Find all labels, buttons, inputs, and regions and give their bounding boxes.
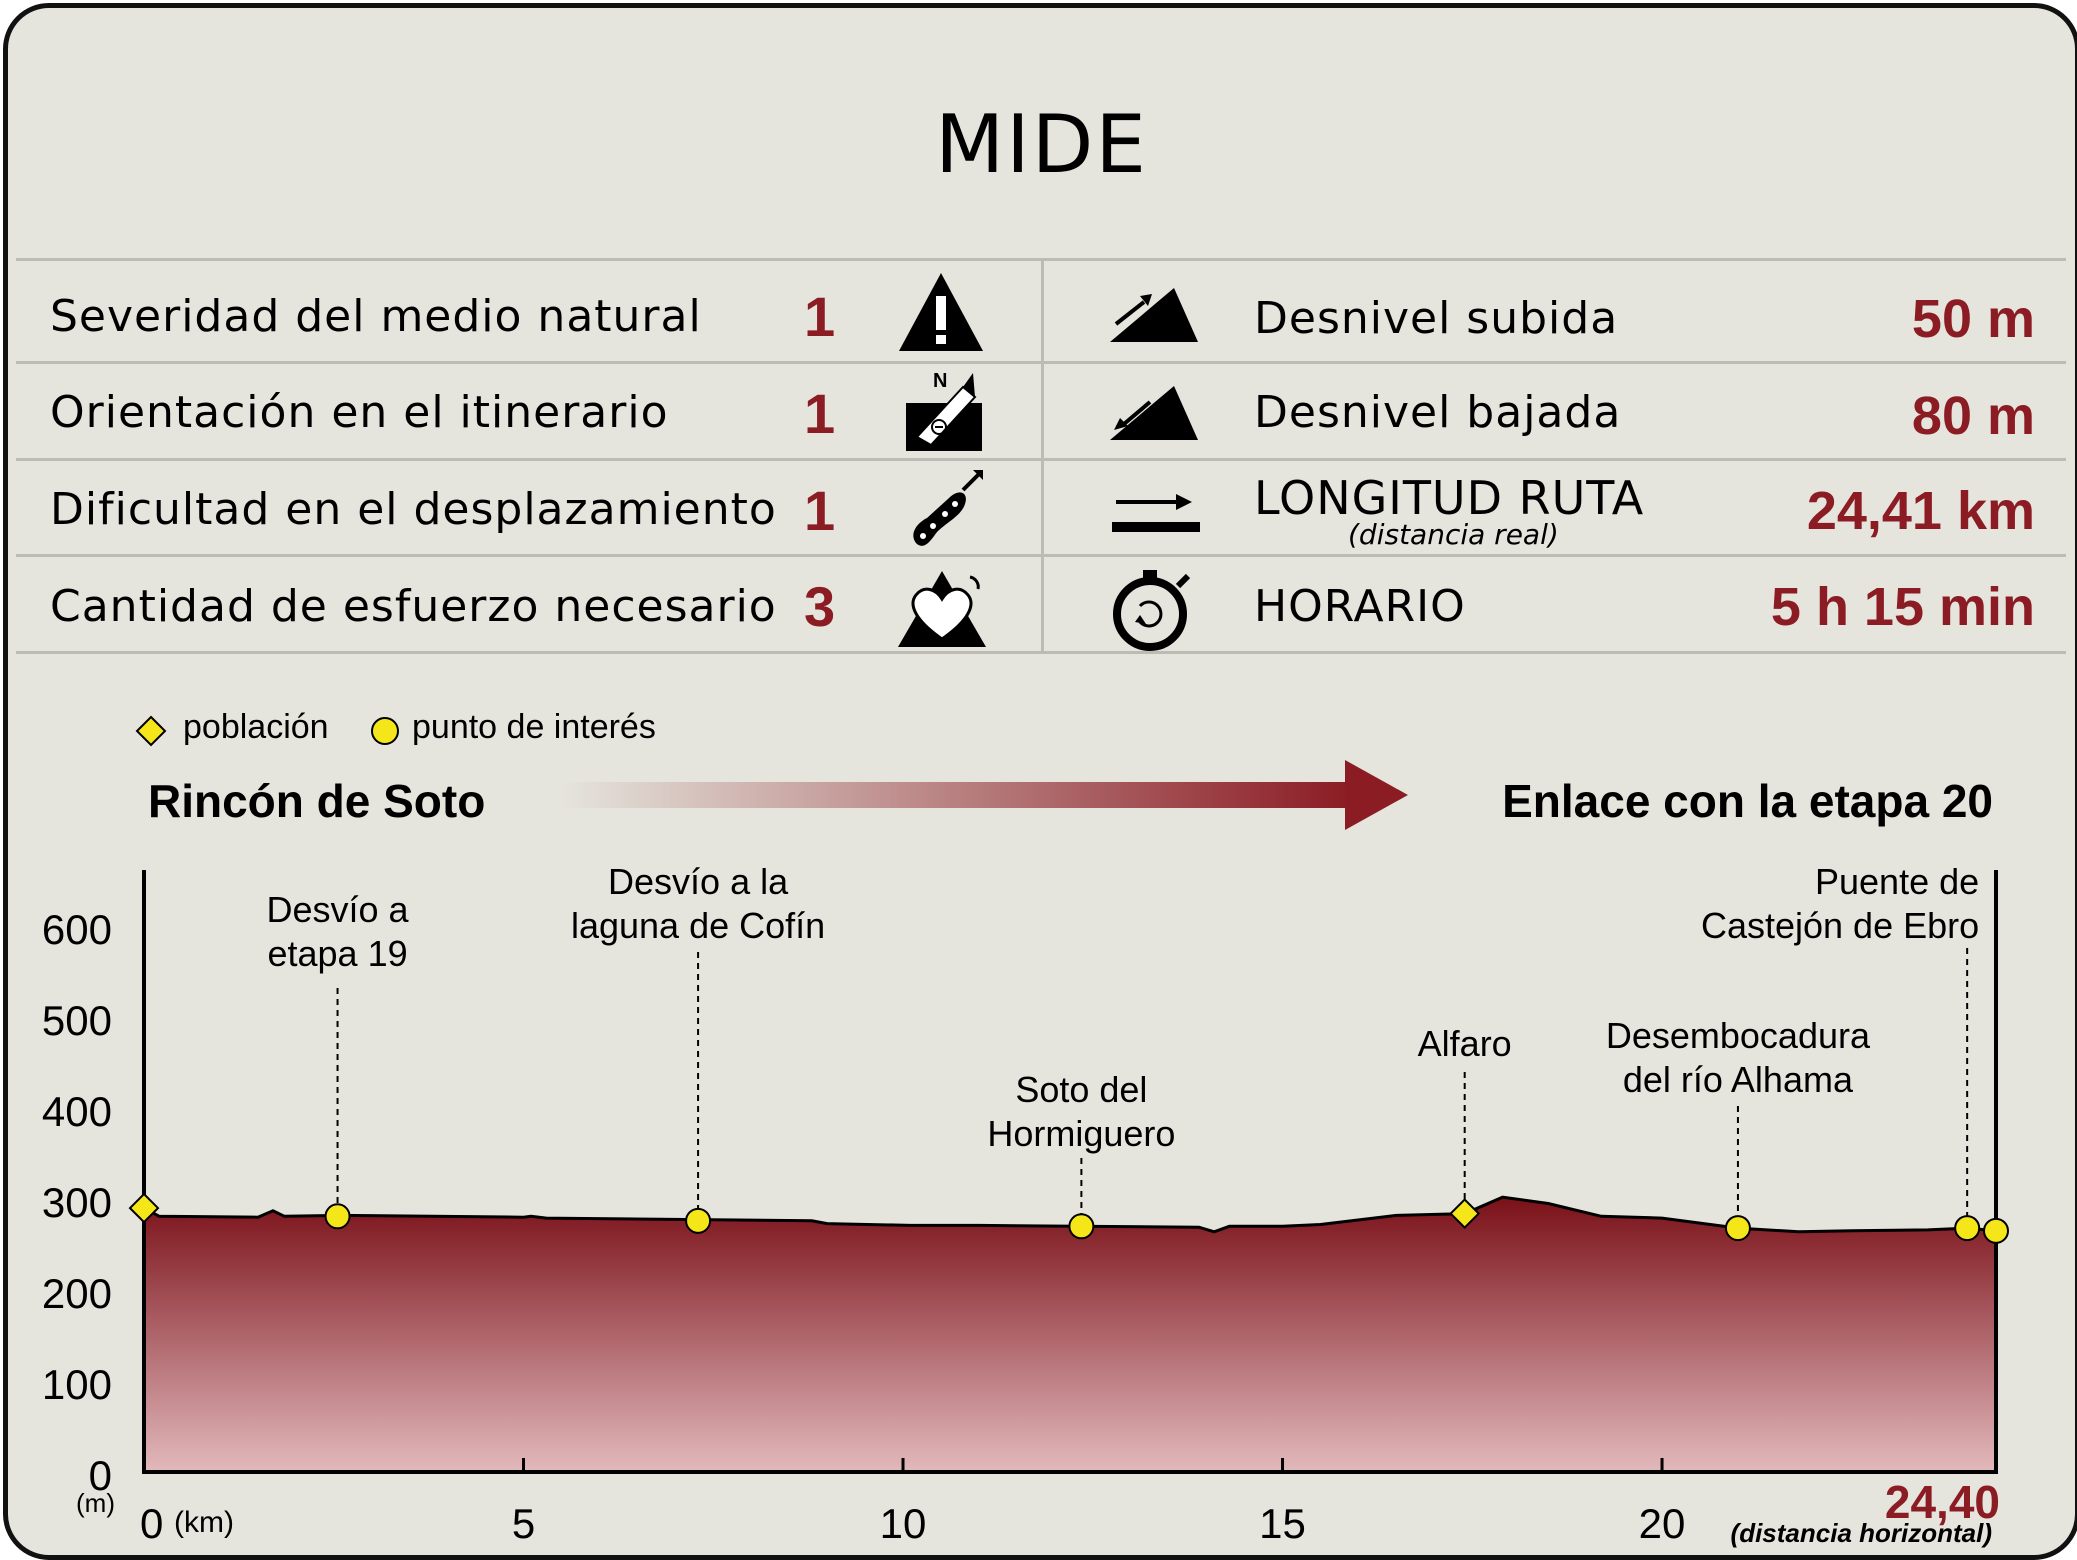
table-divider xyxy=(16,258,2066,261)
poi-legend-icon xyxy=(371,717,399,745)
route-direction-arrow-icon xyxy=(560,760,1408,830)
stat-label-time: HORARIO xyxy=(1254,581,1466,632)
poi-marker xyxy=(1983,1217,2009,1244)
town-marker xyxy=(1449,1198,1481,1229)
town-legend-icon xyxy=(135,715,167,747)
stat-value-ascent: 50 m xyxy=(1911,289,2035,349)
poi-marker xyxy=(1724,1215,1751,1242)
legend-town-label: población xyxy=(183,708,329,746)
mide-label-difficulty: Dificultad en el desplazamiento xyxy=(50,484,777,535)
footprint-icon xyxy=(913,470,983,546)
mide-value-severity: 1 xyxy=(804,285,836,348)
descent-slope-icon xyxy=(1110,386,1198,440)
table-column-divider xyxy=(1041,261,1044,651)
y-tick-label: 600 xyxy=(41,906,112,953)
legend-poi-label: punto de interés xyxy=(412,708,656,746)
stopwatch-icon xyxy=(1113,570,1191,651)
route-end: Enlace con la etapa 20 xyxy=(1502,775,1993,827)
x-end-label: 24,40 xyxy=(1884,1476,2000,1528)
stat-value-length: 24,41 km xyxy=(1806,481,2035,541)
poi-marker xyxy=(324,1203,351,1230)
mide-value-effort: 3 xyxy=(804,575,836,638)
mide-label-orientation: Orientación en el itinerario xyxy=(50,387,669,438)
elevation-profile-chart xyxy=(128,870,2009,1474)
poi-marker xyxy=(1954,1215,1981,1242)
y-tick-label: 200 xyxy=(41,1270,112,1317)
poi-marker xyxy=(685,1207,712,1234)
town-marker xyxy=(128,1192,160,1224)
mide-value-orientation: 1 xyxy=(804,382,836,445)
table-divider xyxy=(16,651,2066,654)
warning-triangle-icon xyxy=(899,273,983,351)
stat-label-length: LONGITUD RUTA xyxy=(1254,471,1645,525)
x-axis-unit-label: (km) xyxy=(174,1506,234,1539)
x-tick-label: 5 xyxy=(511,1500,536,1547)
y-tick-label: 500 xyxy=(41,997,112,1044)
ascent-slope-icon xyxy=(1110,288,1198,342)
stat-value-descent: 80 m xyxy=(1911,386,2035,446)
y-tick-label: 400 xyxy=(41,1088,112,1135)
x-axis-note: (distancia horizontal) xyxy=(1730,1518,1992,1548)
x-tick-label: 10 xyxy=(879,1500,927,1547)
route-start: Rincón de Soto xyxy=(148,775,486,827)
mide-label-effort: Cantidad de esfuerzo necesario xyxy=(50,581,777,632)
mide-card: MIDE Severidad del medio natural Orienta… xyxy=(3,3,2077,1560)
stat-label-descent: Desnivel bajada xyxy=(1254,387,1622,438)
marker-label: Soto del Hormiguero xyxy=(987,1069,1176,1154)
marker-label: Alfaro xyxy=(1417,1023,1512,1064)
marker-label: Desvío a etapa 19 xyxy=(266,889,409,974)
marker-label: Desembocadura del río Alhama xyxy=(1605,1015,1870,1100)
y-axis-unit-label: (m) xyxy=(76,1488,115,1518)
compass-map-icon: N xyxy=(906,370,982,451)
heart-mountain-icon xyxy=(898,571,986,647)
elevation-area xyxy=(144,1197,1996,1472)
x-tick-label: 15 xyxy=(1259,1500,1306,1547)
mide-value-difficulty: 1 xyxy=(804,479,836,542)
y-tick-label: 100 xyxy=(41,1361,112,1408)
y-tick-label: 300 xyxy=(41,1179,112,1226)
distance-arrow-icon xyxy=(1112,494,1200,532)
poi-marker xyxy=(1068,1213,1095,1240)
y-tick-label: 0 xyxy=(88,1452,112,1499)
svg-text:N: N xyxy=(933,370,947,392)
page-title: MIDE xyxy=(935,98,1148,191)
marker-label: Desvío a la laguna de Cofín xyxy=(570,861,826,946)
mide-label-severity: Severidad del medio natural xyxy=(50,291,702,342)
x-tick-label: 20 xyxy=(1638,1500,1686,1547)
stat-label-ascent: Desnivel subida xyxy=(1254,293,1619,344)
stat-value-time: 5 h 15 min xyxy=(1770,577,2035,637)
stat-sublabel-length: (distancia real) xyxy=(1348,518,1559,551)
x-tick-label: 0 xyxy=(140,1500,164,1547)
marker-label: Puente de Castejón de Ebro xyxy=(1700,861,1980,946)
